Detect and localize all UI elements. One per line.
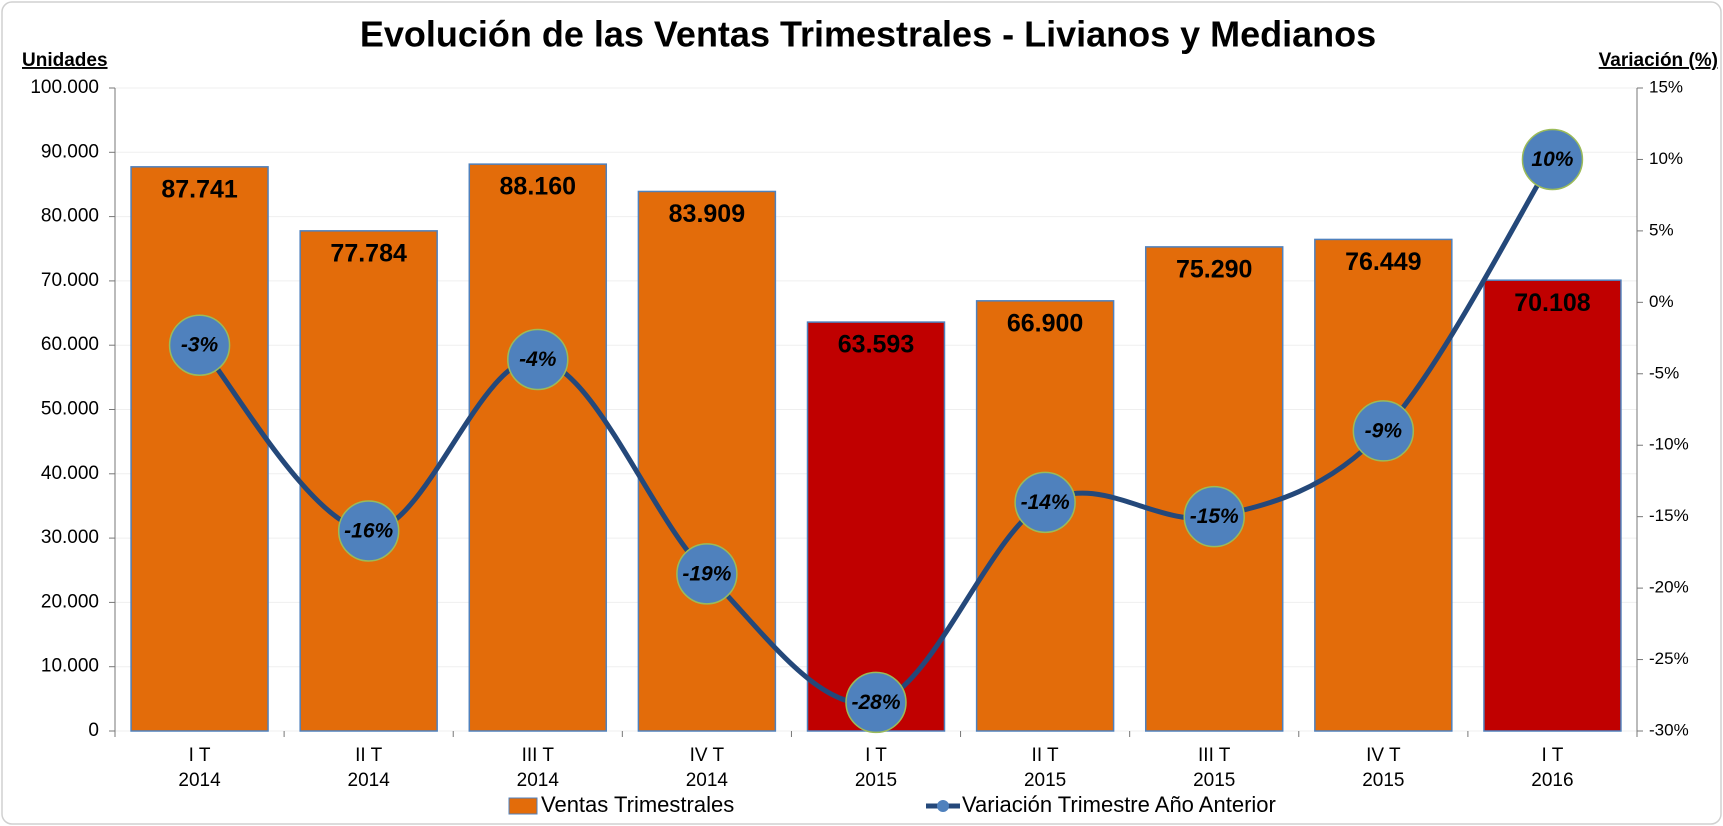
y-tick-label: 50.000 bbox=[41, 399, 99, 420]
y2-tick-label: -25% bbox=[1649, 649, 1689, 668]
x-tick-label: III T bbox=[1198, 745, 1231, 766]
y2-axis-label: Variación (%) bbox=[1599, 50, 1718, 71]
y2-tick-label: 0% bbox=[1649, 292, 1674, 311]
x-tick-label: 2014 bbox=[517, 770, 560, 791]
line-value-label: -9% bbox=[1365, 419, 1403, 442]
bar-value-label: 70.108 bbox=[1514, 289, 1591, 317]
bar-value-label: 77.784 bbox=[330, 239, 407, 267]
bar-value-label: 75.290 bbox=[1176, 255, 1252, 283]
bar-value-label: 83.909 bbox=[669, 200, 745, 228]
y2-tick-label: -30% bbox=[1649, 720, 1689, 739]
line-value-label: -19% bbox=[682, 562, 731, 585]
x-tick-label: 2014 bbox=[686, 770, 729, 791]
x-tick-label: II T bbox=[1032, 745, 1059, 766]
line-marker bbox=[676, 543, 738, 605]
y2-tick-label: 10% bbox=[1649, 149, 1683, 168]
y2-tick-label: -10% bbox=[1649, 435, 1689, 454]
y-tick-label: 0 bbox=[88, 720, 99, 741]
x-tick-label: 2014 bbox=[348, 770, 391, 791]
y-tick-label: 90.000 bbox=[41, 141, 99, 162]
chart-title: Evolución de las Ventas Trimestrales - L… bbox=[360, 14, 1376, 55]
bar bbox=[468, 163, 608, 732]
line-value-label: 10% bbox=[1531, 148, 1573, 171]
bar bbox=[299, 230, 438, 732]
x-tick-label: 2015 bbox=[1193, 770, 1235, 791]
y2-tick-label: 15% bbox=[1649, 77, 1683, 96]
y2-tick-label: -15% bbox=[1649, 506, 1689, 525]
y-axis-label: Unidades bbox=[22, 50, 108, 71]
x-tick-label: IV T bbox=[1366, 745, 1401, 766]
bar-value-label: 88.160 bbox=[500, 173, 576, 201]
bar bbox=[130, 166, 269, 732]
bar bbox=[637, 190, 777, 732]
x-tick-label: 2015 bbox=[1362, 770, 1404, 791]
y2-tick-label: -5% bbox=[1649, 363, 1679, 382]
y-tick-label: 40.000 bbox=[41, 463, 99, 484]
line-marker bbox=[337, 500, 400, 562]
bar bbox=[1483, 279, 1622, 732]
y-tick-label: 20.000 bbox=[41, 591, 99, 612]
x-tick-label: IV T bbox=[690, 745, 725, 766]
x-tick-label: III T bbox=[522, 745, 555, 766]
line-value-label: -15% bbox=[1190, 505, 1239, 528]
x-tick-label: 2015 bbox=[855, 770, 897, 791]
x-tick-label: II T bbox=[355, 745, 382, 766]
x-tick-label: I T bbox=[865, 745, 887, 766]
line-marker bbox=[845, 671, 907, 734]
line-marker bbox=[1014, 471, 1076, 534]
line-marker bbox=[1352, 400, 1415, 462]
bar bbox=[806, 321, 946, 732]
x-tick-label: I T bbox=[1542, 745, 1564, 766]
line-value-label: -3% bbox=[181, 334, 219, 357]
bar bbox=[1314, 238, 1453, 732]
line-marker bbox=[168, 314, 231, 376]
x-tick-label: 2014 bbox=[178, 770, 221, 791]
line-value-label: -28% bbox=[851, 691, 900, 714]
bar-value-label: 63.593 bbox=[838, 331, 914, 359]
line-marker bbox=[507, 328, 569, 391]
line-marker bbox=[1183, 485, 1245, 548]
x-tick-label: 2016 bbox=[1531, 770, 1573, 791]
line-marker bbox=[1521, 128, 1584, 191]
bar-value-label: 76.449 bbox=[1345, 248, 1421, 276]
legend-swatch bbox=[508, 797, 538, 815]
x-tick-label: I T bbox=[189, 745, 211, 766]
line-value-label: -4% bbox=[519, 348, 557, 371]
y-tick-label: 80.000 bbox=[41, 206, 99, 227]
y2-tick-label: 5% bbox=[1649, 220, 1674, 239]
y-tick-label: 100.000 bbox=[30, 77, 99, 98]
line-value-label: -14% bbox=[1021, 491, 1070, 514]
y2-tick-label: -20% bbox=[1649, 578, 1689, 597]
legend-label: Ventas Trimestrales bbox=[541, 792, 734, 817]
x-tick-label: 2015 bbox=[1024, 770, 1066, 791]
bar-value-label: 66.900 bbox=[1007, 309, 1083, 337]
y-tick-label: 70.000 bbox=[41, 270, 99, 291]
legend-label: Variación Trimestre Año Anterior bbox=[962, 792, 1276, 817]
line-value-label: -16% bbox=[344, 520, 393, 543]
y-tick-label: 10.000 bbox=[41, 656, 99, 677]
y-tick-label: 60.000 bbox=[41, 334, 99, 355]
bar-value-label: 87.741 bbox=[161, 175, 238, 203]
legend-swatch-marker bbox=[937, 800, 949, 812]
y-tick-label: 30.000 bbox=[41, 527, 99, 548]
